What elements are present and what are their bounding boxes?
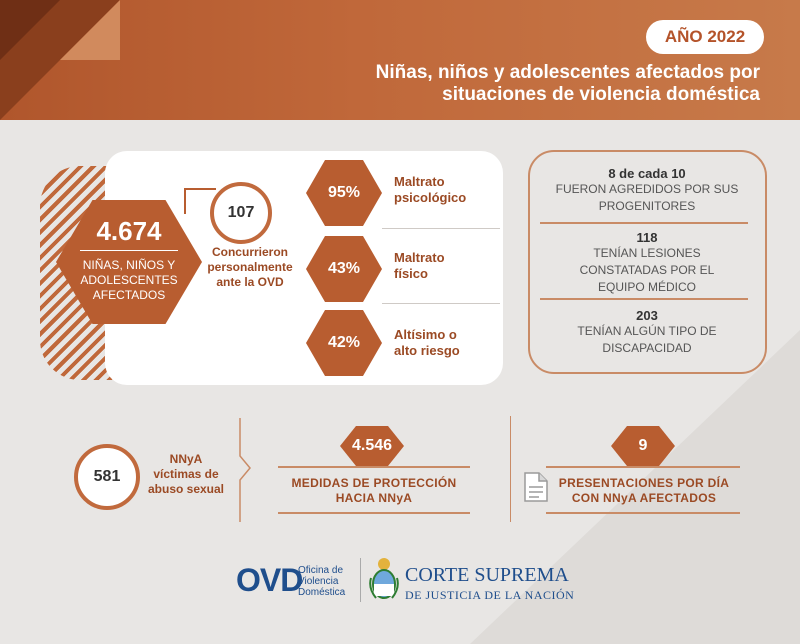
- label-line: MEDIDAS DE PROTECCIÓN: [291, 476, 457, 490]
- divider: [360, 558, 361, 602]
- label-line: Doméstica: [298, 587, 346, 598]
- page-title: Niñas, niños y adolescentes afectados po…: [290, 62, 760, 106]
- label-line: víctimas de: [153, 467, 219, 481]
- corte-suprema-logo: CORTE SUPREMA: [405, 564, 569, 586]
- fact-text: FUERON AGREDIDOS POR SUS: [555, 182, 739, 196]
- label-line: NNyA: [169, 452, 203, 466]
- divider: [382, 228, 500, 229]
- ovd-logo: OVD: [236, 562, 303, 598]
- presentations-label: PRESENTACIONES POR DÍA CON NNyA AFECTADO…: [548, 476, 740, 506]
- year-badge: AÑO 2022: [646, 20, 764, 54]
- fact-value: 8 de cada 10: [608, 166, 686, 181]
- label-line: Altísimo o: [394, 327, 457, 342]
- main-stat-label: NIÑAS, NIÑOS Y ADOLESCENTES AFECTADOS: [60, 258, 198, 303]
- label-line: AFECTADOS: [92, 288, 166, 302]
- label-line: Maltrato: [394, 250, 445, 265]
- corte-suprema-subtitle: DE JUSTICIA DE LA NACIÓN: [405, 588, 575, 602]
- abuse-type-label: Maltrato físico: [394, 250, 445, 282]
- measures-label: MEDIDAS DE PROTECCIÓN HACIA NNyA: [278, 476, 470, 506]
- chevron-divider: [239, 418, 251, 522]
- measures-hexagon: 4.546: [340, 426, 404, 466]
- document-icon: [524, 472, 548, 502]
- divider: [278, 512, 470, 514]
- coat-of-arms-icon: [369, 558, 399, 599]
- divider: [546, 466, 740, 468]
- divider: [546, 512, 740, 514]
- sexual-abuse-label: NNyA víctimas de abuso sexual: [138, 452, 234, 497]
- label-line: Concurrieron: [211, 245, 288, 259]
- fact-item: 203 TENÍAN ALGÚN TIPO DE DISCAPACIDAD: [532, 308, 762, 357]
- main-stat-value: 4.674: [96, 216, 162, 246]
- divider: [540, 298, 748, 300]
- abuse-type-label: Maltrato psicológico: [394, 174, 466, 206]
- label-line: ante la OVD: [216, 275, 284, 289]
- label-line: personalmente: [207, 260, 293, 274]
- label-line: físico: [394, 266, 428, 281]
- connector-line: [184, 188, 216, 214]
- title-line-1: Niñas, niños y adolescentes afectados po…: [375, 62, 760, 83]
- abuse-type-label: Altísimo o alto riesgo: [394, 327, 460, 359]
- label-line: HACIA NNyA: [335, 491, 413, 505]
- fact-value: 118: [636, 230, 658, 245]
- ovd-logo-subtitle: Oficina de Violencia Doméstica: [298, 565, 345, 598]
- label-line: PRESENTACIONES POR DÍA: [558, 476, 730, 490]
- sexual-abuse-circle: 581: [74, 444, 140, 510]
- presentations-hexagon: 9: [611, 426, 675, 466]
- label-line: ADOLESCENTES: [80, 273, 178, 287]
- divider: [382, 303, 500, 304]
- decor-triangle: [60, 0, 120, 60]
- fact-text: TENÍAN LESIONES: [593, 246, 701, 260]
- label-line: NIÑAS, NIÑOS Y: [82, 258, 176, 272]
- divider: [510, 416, 511, 522]
- fact-text: DISCAPACIDAD: [602, 341, 692, 355]
- fact-text: PROGENITORES: [598, 199, 696, 213]
- fact-item: 8 de cada 10 FUERON AGREDIDOS POR SUS PR…: [532, 166, 762, 215]
- facts-box: [528, 150, 767, 374]
- fact-text: CONSTATADAS POR EL: [579, 263, 715, 277]
- decor-triangle: [0, 0, 60, 60]
- divider: [540, 222, 748, 224]
- label-line: psicológico: [394, 190, 467, 205]
- attended-label: Concurrieron personalmente ante la OVD: [200, 245, 300, 290]
- label-line: Oficina de: [298, 565, 344, 576]
- label-line: Violencia: [298, 576, 339, 587]
- label-line: alto riesgo: [394, 343, 460, 358]
- fact-value: 203: [636, 308, 658, 323]
- fact-text: EQUIPO MÉDICO: [597, 280, 696, 294]
- divider: [80, 250, 178, 251]
- divider: [278, 466, 470, 468]
- label-line: CON NNyA AFECTADOS: [571, 491, 717, 505]
- attended-circle: 107: [210, 182, 272, 244]
- fact-text: TENÍAN ALGÚN TIPO DE: [577, 324, 717, 338]
- title-line-2: situaciones de violencia doméstica: [442, 84, 760, 105]
- label-line: abuso sexual: [147, 482, 225, 496]
- fact-item: 118 TENÍAN LESIONES CONSTATADAS POR EL E…: [532, 230, 762, 296]
- label-line: Maltrato: [394, 174, 445, 189]
